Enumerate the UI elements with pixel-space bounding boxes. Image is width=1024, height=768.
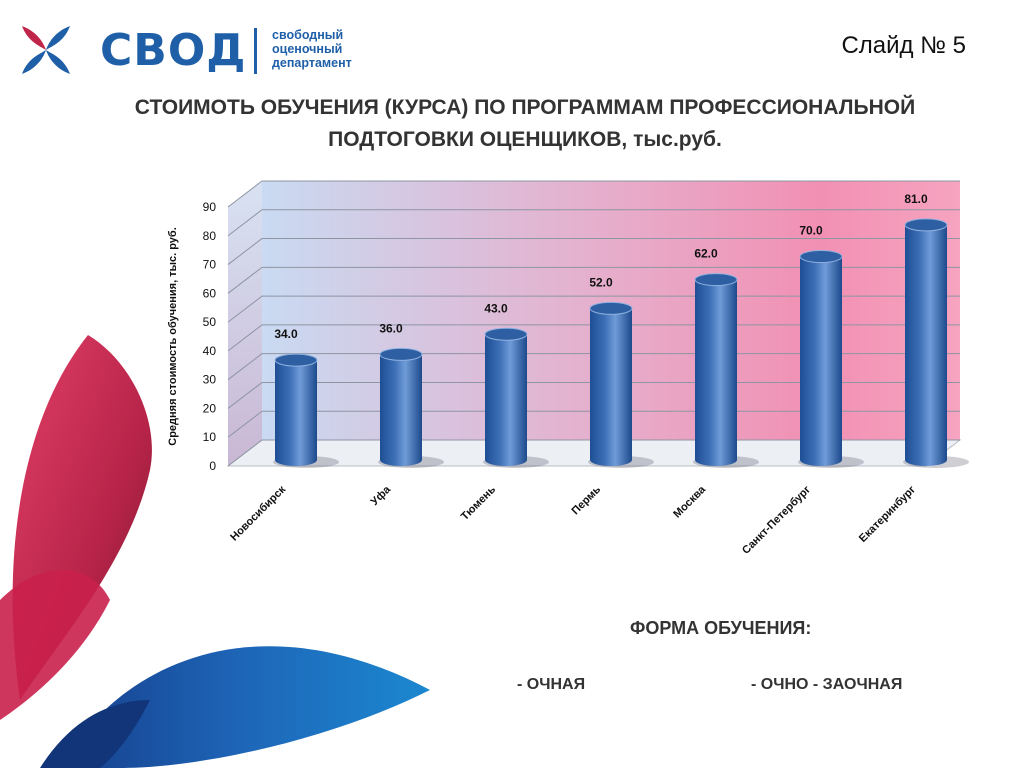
bar-top <box>799 250 843 264</box>
y-tick-label: 0 <box>209 459 216 473</box>
data-label: 62.0 <box>694 247 718 261</box>
y-tick-label: 50 <box>203 315 217 329</box>
data-label: 52.0 <box>589 275 613 289</box>
bar <box>275 360 317 466</box>
x-tick-label: Санкт-Петербург <box>740 483 813 556</box>
data-label: 43.0 <box>484 301 508 315</box>
bar <box>800 256 842 466</box>
bar-top <box>484 327 528 341</box>
bar-chart: 0 10 20 30 40 50 60 70 80 90 Средняя стоимость обу… <box>167 180 969 557</box>
bar <box>380 354 422 466</box>
logo-icon <box>22 26 70 74</box>
brand-tagline-line-2: оценочный <box>272 42 343 56</box>
y-tick-label: 60 <box>203 286 217 300</box>
brand-tagline: свободный оценочный департамент <box>272 28 352 70</box>
data-label: 34.0 <box>274 327 298 341</box>
decor-blue-leaf <box>60 646 430 768</box>
x-tick-label: Уфа <box>369 483 394 508</box>
bar <box>695 279 737 466</box>
bar <box>485 334 527 466</box>
title-line-1: СТОИМОТЬ ОБУЧЕНИЯ (КУРСА) ПО ПРОГРАММАМ … <box>134 96 916 119</box>
y-tick-label: 20 <box>203 401 217 415</box>
y-tick-label: 10 <box>203 430 217 444</box>
data-label: 81.0 <box>904 192 928 206</box>
bar-top <box>589 301 633 315</box>
decor-red-leaf-2 <box>0 570 110 720</box>
y-tick-label: 40 <box>203 344 217 358</box>
x-tick-label: Москва <box>671 483 708 520</box>
gridline <box>227 238 960 265</box>
x-tick-label: Екатеринбург <box>857 483 918 544</box>
data-label: 36.0 <box>379 321 403 335</box>
page-title: СТОИМОТЬ ОБУЧЕНИЯ (КУРСА) ПО ПРОГРАММАМ … <box>60 92 990 156</box>
gridline <box>227 209 960 237</box>
y-tick-label: 90 <box>203 200 217 214</box>
form-label: ФОРМА ОБУЧЕНИЯ: <box>630 618 812 638</box>
gridline <box>227 266 960 294</box>
y-tick-label: 30 <box>203 373 217 387</box>
brand-tagline-line-3: департамент <box>272 56 352 70</box>
y-axis-label: Средняя стоимость обучения, тыс. руб. <box>167 227 179 446</box>
bar <box>590 308 632 466</box>
brand-logo: СВОД свободный оценочный департамент <box>18 22 358 82</box>
chart-side-wall <box>228 181 262 466</box>
brand-name: СВОД <box>100 25 247 76</box>
slide-number: Слайд № 5 <box>841 32 966 59</box>
title-line-2: ПОДТОГОВКИ ОЦЕНЩИКОВ, тыс.руб. <box>328 128 722 151</box>
bar-top <box>904 218 948 232</box>
bar-top <box>379 347 423 361</box>
form-option-full-time: - ОЧНАЯ <box>517 676 586 693</box>
x-tick-label: Пермь <box>570 483 604 517</box>
y-tick-label: 80 <box>203 229 217 243</box>
bar-top <box>274 353 318 367</box>
gridline <box>227 180 960 208</box>
data-label: 70.0 <box>799 224 823 238</box>
decor-blue-leaf-2 <box>40 700 150 768</box>
brand-tagline-line-1: свободный <box>272 28 344 42</box>
x-tick-label: Тюмень <box>459 483 498 522</box>
x-tick-label: Новосибирск <box>228 483 288 543</box>
form-option-part-time: - ОЧНО - ЗАОЧНАЯ <box>751 676 903 693</box>
y-tick-label: 70 <box>203 258 217 272</box>
bar <box>905 224 947 466</box>
bar-top <box>694 273 738 287</box>
brand-divider <box>254 28 257 74</box>
